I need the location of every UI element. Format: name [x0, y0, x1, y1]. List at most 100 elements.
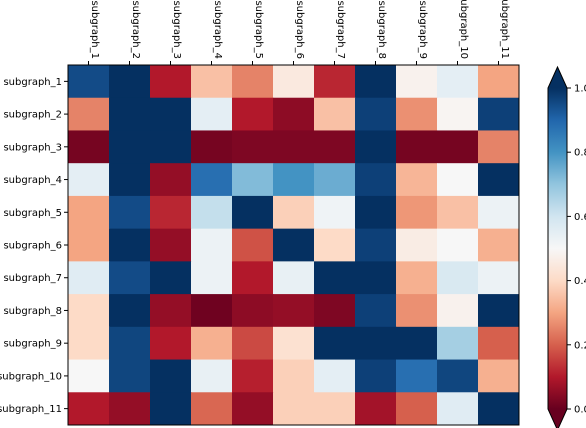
colorbar-tick-label: 0.4 — [574, 276, 586, 287]
heatmap-cell — [150, 261, 192, 295]
heatmap-cell — [355, 65, 397, 99]
heatmap-cell — [437, 392, 479, 426]
heatmap-cell — [273, 97, 315, 131]
y-tick-label: subgraph_11 — [0, 404, 62, 415]
heatmap-cell — [478, 195, 520, 230]
heatmap-cells — [68, 65, 520, 426]
heatmap-cell — [68, 97, 110, 131]
heatmap-cell — [396, 228, 438, 262]
heatmap-cell — [150, 65, 192, 99]
y-tick-label: subgraph_9 — [3, 339, 62, 350]
colorbar-extend-min — [548, 409, 567, 428]
heatmap-cell — [273, 261, 315, 295]
heatmap-cell — [314, 195, 356, 230]
heatmap-cell — [191, 228, 233, 262]
heatmap-cell — [478, 359, 520, 393]
colorbar-tick-label: 0.8 — [574, 148, 586, 159]
heatmap-cell — [191, 326, 233, 361]
heatmap-cell — [396, 65, 438, 99]
heatmap-cell — [478, 392, 520, 426]
colorbar: 0.0 0.2 0.4 0.6 0.8 1.0 — [547, 65, 586, 428]
colorbar-tick-label: 0.0 — [574, 405, 586, 416]
colorbar-tick-label: 1.0 — [574, 84, 586, 95]
heatmap-cell — [478, 130, 520, 164]
heatmap-cell — [109, 130, 151, 164]
y-tick-label: subgraph_10 — [0, 371, 62, 382]
y-tick-label: subgraph_7 — [3, 273, 62, 284]
heatmap-cell — [68, 163, 110, 197]
x-tick-label: subgraph_6 — [294, 0, 305, 59]
y-axis: subgraph_1 subgraph_2 subgraph_3 subgraph_4… — [0, 77, 68, 415]
heatmap-cell — [68, 195, 110, 230]
heatmap-cell — [273, 195, 315, 230]
heatmap-cell — [150, 359, 192, 393]
heatmap-cell — [396, 359, 438, 393]
heatmap-cell — [437, 163, 479, 197]
heatmap-cell — [355, 392, 397, 426]
heatmap-cell — [109, 65, 151, 99]
heatmap-cell — [273, 228, 315, 262]
heatmap-cell — [232, 195, 274, 230]
heatmap-cell — [314, 261, 356, 295]
heatmap-cell — [232, 65, 274, 99]
heatmap-cell — [273, 294, 315, 328]
x-tick-label: subgraph_7 — [335, 0, 346, 59]
y-tick-label: subgraph_8 — [3, 306, 62, 317]
heatmap-cell — [396, 130, 438, 164]
x-tick-label: subgraph_8 — [376, 0, 387, 59]
heatmap-cell — [273, 359, 315, 393]
colorbar-gradient — [548, 88, 567, 409]
heatmap-cell — [355, 163, 397, 197]
colorbar-extend-max — [548, 67, 567, 88]
heatmap-cell — [437, 326, 479, 361]
heatmap-cell — [191, 359, 233, 393]
heatmap-cell — [68, 326, 110, 361]
heatmap-cell — [314, 392, 356, 426]
heatmap-cell — [396, 163, 438, 197]
y-tick-label: subgraph_5 — [3, 208, 62, 219]
heatmap-cell — [68, 359, 110, 393]
heatmap-cell — [478, 228, 520, 262]
heatmap-cell — [191, 392, 233, 426]
x-axis: subgraph_1 subgraph_2 subgraph_3 subgraph_4… — [88, 0, 510, 65]
heatmap-cell — [396, 97, 438, 131]
heatmap-cell — [437, 130, 479, 164]
heatmap-cell — [478, 97, 520, 131]
heatmap-cell — [437, 294, 479, 328]
colorbar-tick-label: 0.2 — [574, 340, 586, 351]
heatmap-cell — [314, 359, 356, 393]
x-tick-label: subgraph_11 — [499, 0, 510, 59]
heatmap-cell — [355, 326, 397, 361]
heatmap-cell — [191, 65, 233, 99]
heatmap-cell — [191, 195, 233, 230]
heatmap-cell — [396, 261, 438, 295]
heatmap-cell — [396, 392, 438, 426]
x-tick-label: subgraph_5 — [253, 0, 264, 59]
heatmap-cell — [314, 97, 356, 131]
heatmap-cell — [109, 392, 151, 426]
heatmap-cell — [314, 326, 356, 361]
heatmap-cell — [150, 294, 192, 328]
heatmap-cell — [396, 326, 438, 361]
heatmap-cell — [437, 65, 479, 99]
heatmap-cell — [232, 326, 274, 361]
x-tick-label: subgraph_4 — [212, 0, 223, 59]
heatmap-cell — [191, 261, 233, 295]
heatmap-cell — [232, 392, 274, 426]
heatmap-cell — [150, 195, 192, 230]
heatmap-cell — [355, 130, 397, 164]
x-tick-label: subgraph_2 — [130, 0, 141, 59]
x-tick-label: subgraph_9 — [417, 0, 428, 59]
heatmap-cell — [273, 65, 315, 99]
heatmap-cell — [150, 163, 192, 197]
heatmap-cell — [109, 261, 151, 295]
heatmap-cell — [68, 294, 110, 328]
heatmap-cell — [68, 261, 110, 295]
heatmap-cell — [478, 261, 520, 295]
heatmap-cell — [314, 294, 356, 328]
heatmap-cell — [191, 130, 233, 164]
heatmap-cell — [437, 359, 479, 393]
heatmap-cell — [273, 163, 315, 197]
heatmap-cell — [109, 163, 151, 197]
